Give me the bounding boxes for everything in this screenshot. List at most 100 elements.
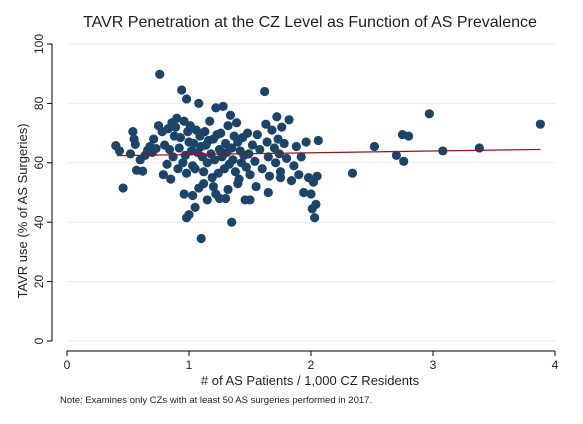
scatter-point-87 bbox=[241, 162, 251, 172]
scatter-point-151 bbox=[399, 156, 409, 166]
scatter-point-153 bbox=[424, 109, 434, 119]
y-tick-label-40: 40 bbox=[32, 215, 46, 229]
scatter-point-103 bbox=[271, 158, 281, 168]
scatter-point-15 bbox=[151, 143, 161, 154]
scatter-point-52 bbox=[199, 167, 209, 177]
scatter-point-141 bbox=[275, 173, 286, 183]
scatter-point-4 bbox=[128, 127, 138, 137]
scatter-point-156 bbox=[535, 119, 545, 129]
scatter-point-94 bbox=[255, 144, 265, 155]
scatter-point-3 bbox=[125, 149, 136, 159]
scatter-point-124 bbox=[311, 199, 321, 209]
scatter-point-99 bbox=[263, 152, 273, 162]
scatter-point-108 bbox=[277, 122, 287, 132]
scatter-point-31 bbox=[174, 143, 184, 153]
scatter-point-95 bbox=[257, 164, 267, 174]
scatter-point-138 bbox=[245, 195, 255, 205]
scatter-point-132 bbox=[202, 195, 212, 205]
y-tick-label-20: 20 bbox=[32, 275, 46, 289]
chart-note: Note: Examines only CZs with at least 50… bbox=[60, 395, 372, 406]
scatter-point-137 bbox=[233, 178, 243, 189]
scatter-point-106 bbox=[274, 149, 284, 159]
x-axis-label: # of AS Patients / 1,000 CZ Residents bbox=[201, 373, 420, 388]
scatter-point-104 bbox=[272, 112, 282, 122]
scatter-point-145 bbox=[211, 189, 221, 199]
scatter-point-2 bbox=[118, 183, 128, 193]
scatter-point-144 bbox=[199, 178, 209, 189]
scatter-point-6 bbox=[130, 139, 140, 149]
scatter-point-148 bbox=[369, 141, 380, 152]
fit-line-group bbox=[117, 148, 541, 157]
scatter-point-65 bbox=[214, 144, 225, 155]
scatter-point-149 bbox=[391, 150, 401, 160]
y-axis-label: TAVR use (% of AS Surgeries) bbox=[15, 123, 30, 298]
scatter-point-44 bbox=[189, 138, 199, 149]
scatter-point-98 bbox=[262, 137, 272, 147]
scatter-point-93 bbox=[252, 129, 262, 140]
axes: 0 20 40 60 80 100 0 1 2 3 4 bbox=[32, 34, 559, 372]
scatter-point-76 bbox=[228, 155, 238, 165]
scatter-point-74 bbox=[225, 110, 236, 120]
scatter-point-28 bbox=[170, 122, 181, 132]
scatter-point-24 bbox=[166, 174, 176, 184]
scatter-point-61 bbox=[210, 155, 220, 165]
chart-title: TAVR Penetration at the CZ Level as Func… bbox=[83, 14, 537, 31]
scatter-point-23 bbox=[164, 144, 175, 155]
scatter-point-125 bbox=[312, 171, 322, 181]
scatter-point-66 bbox=[216, 128, 226, 138]
scatter-point-96 bbox=[260, 86, 270, 97]
scatter-point-152 bbox=[404, 131, 414, 141]
scatter-point-115 bbox=[294, 170, 304, 180]
scatter-point-142 bbox=[181, 213, 192, 223]
scatter-point-143 bbox=[190, 202, 200, 212]
y-tick-label-60: 60 bbox=[32, 156, 46, 170]
scatter-point-110 bbox=[282, 153, 292, 163]
scatter-point-53 bbox=[200, 127, 210, 137]
scatter-point-100 bbox=[264, 171, 275, 181]
scatter-point-97 bbox=[261, 119, 271, 129]
scatter-point-48 bbox=[194, 98, 204, 108]
scatter-point-21 bbox=[162, 159, 172, 169]
scatter-point-135 bbox=[221, 193, 231, 204]
scatter-point-101 bbox=[267, 125, 277, 135]
scatter-point-111 bbox=[284, 115, 294, 125]
scatter-point-42 bbox=[181, 94, 192, 104]
scatter-point-75 bbox=[227, 143, 237, 153]
fit-line bbox=[117, 148, 541, 157]
scatter-point-112 bbox=[286, 176, 297, 186]
scatter-point-88 bbox=[242, 128, 253, 138]
scatter-point-1 bbox=[114, 146, 125, 156]
y-tick-label-0: 0 bbox=[32, 337, 46, 344]
scatter-point-79 bbox=[231, 118, 242, 128]
scatter-point-19 bbox=[158, 170, 168, 180]
scatter-point-116 bbox=[296, 152, 306, 162]
grid-lines bbox=[67, 43, 555, 342]
scatter-point-29 bbox=[172, 113, 182, 123]
scatter-point-62 bbox=[211, 103, 221, 113]
x-tick-label-4: 4 bbox=[552, 358, 559, 372]
scatter-point-139 bbox=[251, 181, 261, 192]
scatter-point-127 bbox=[179, 189, 189, 199]
scatter-point-117 bbox=[299, 187, 309, 198]
scatter-point-92 bbox=[250, 156, 260, 166]
scatter-point-140 bbox=[263, 187, 273, 198]
scatter-point-34 bbox=[178, 158, 188, 168]
scatter-point-57 bbox=[205, 116, 215, 126]
x-tick-label-1: 1 bbox=[186, 358, 193, 372]
scatter-point-55 bbox=[202, 158, 212, 168]
scatter-point-129 bbox=[188, 190, 198, 201]
x-tick-label-0: 0 bbox=[64, 358, 71, 372]
scatter-point-37 bbox=[181, 168, 192, 178]
scatter-point-72 bbox=[223, 121, 233, 131]
scatter-point-123 bbox=[310, 213, 320, 223]
scatter-point-114 bbox=[291, 141, 301, 152]
scatter-point-113 bbox=[289, 161, 299, 171]
scatter-point-120 bbox=[306, 189, 316, 199]
scatter-point-91 bbox=[247, 140, 258, 150]
scatter-point-133 bbox=[208, 181, 218, 192]
y-tick-label-100: 100 bbox=[32, 34, 46, 54]
scatter-point-126 bbox=[313, 135, 323, 146]
scatter-point-9 bbox=[138, 166, 148, 176]
